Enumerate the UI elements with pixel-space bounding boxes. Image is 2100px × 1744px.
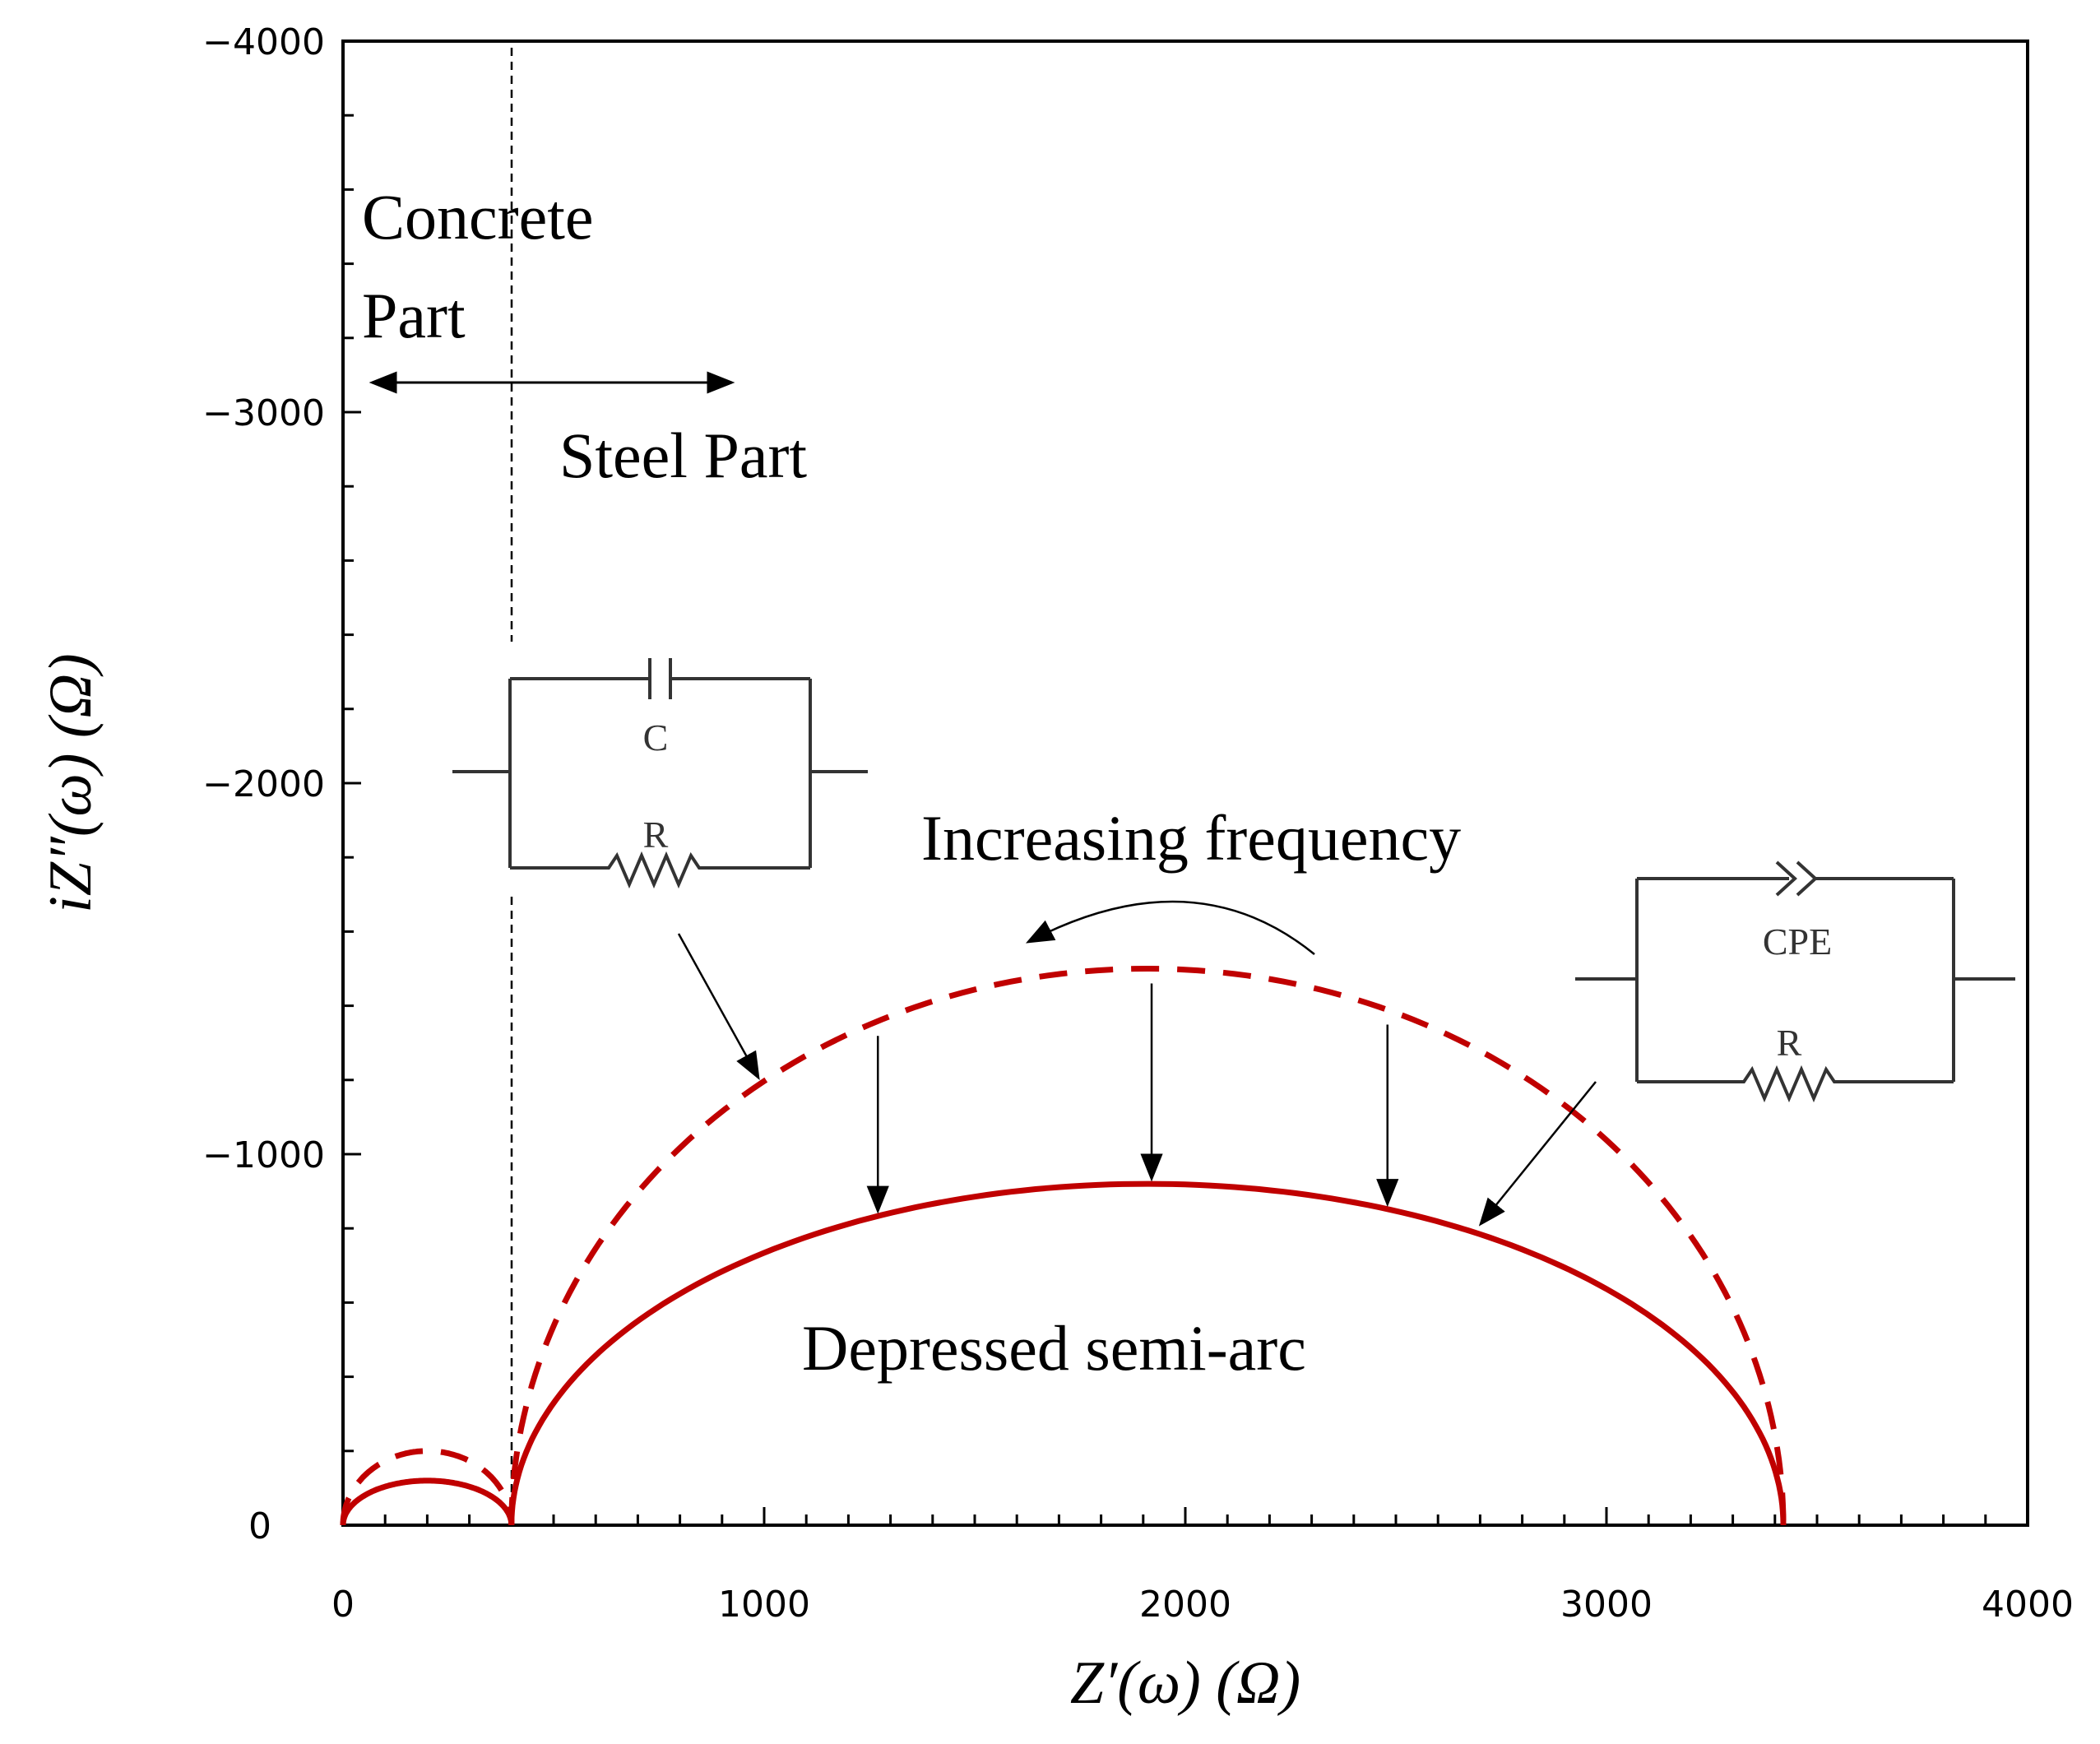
x-tick-label-2000: 2000 (1139, 1584, 1231, 1626)
plot-frame (341, 39, 2029, 1527)
x-tick-label-1000: 1000 (718, 1584, 810, 1626)
circuit-cr-pointer (677, 933, 760, 1080)
x-tick-label-3000: 3000 (1560, 1584, 1653, 1626)
y-tick-label-neg4000: −4000 (202, 21, 325, 63)
depressed-semi-arc-label: Depressed semi-arc (802, 1312, 1306, 1384)
depressed-arc-steel (508, 1180, 1787, 1526)
y-tick-labels: 0 −1000 −2000 −3000 −4000 (202, 21, 325, 1547)
x-axis-title: Z′(ω) (Ω) (1070, 1649, 1300, 1717)
y-axis-title: iZ″(ω) (Ω) (37, 653, 104, 912)
x-tick-labels: 0 1000 2000 3000 4000 (331, 1584, 2074, 1626)
axis-ticks (341, 39, 2029, 1527)
x-tick-label-4000: 4000 (1982, 1584, 2074, 1626)
frequency-arrow (1025, 900, 1315, 955)
ideal-arc-steel (508, 965, 1787, 1526)
y-tick-label-neg1000: −1000 (202, 1134, 325, 1176)
concrete-label-line2: Part (362, 280, 466, 351)
cpe-chevron-left (1775, 860, 1797, 897)
resistor-label-right: R (1777, 1022, 1802, 1064)
capacitor-label: C (643, 717, 669, 758)
circuit-cpe-pointer (1478, 1081, 1597, 1227)
circuit-cpe-r (1575, 860, 2015, 1103)
steel-label: Steel Part (559, 420, 807, 491)
resistor-label-left: R (643, 814, 669, 856)
y-tick-label-neg3000: −3000 (202, 392, 325, 434)
depressed-arc-concrete (340, 1477, 515, 1525)
y-tick-label-0: 0 (248, 1505, 271, 1547)
resistor-zigzag (510, 851, 810, 889)
circuit-cr (452, 658, 868, 889)
x-tick-label-0: 0 (331, 1584, 355, 1626)
ideal-arc-concrete (340, 1448, 515, 1525)
increasing-frequency-label: Increasing frequency (921, 802, 1461, 874)
resistor-zigzag-right (1637, 1064, 1954, 1103)
cpe-label: CPE (1763, 921, 1832, 962)
cpe-chevron-right (1796, 860, 1818, 897)
y-tick-label-neg2000: −2000 (202, 763, 325, 805)
concrete-label-line1: Concrete (362, 181, 594, 253)
depression-arrows (866, 983, 1399, 1214)
